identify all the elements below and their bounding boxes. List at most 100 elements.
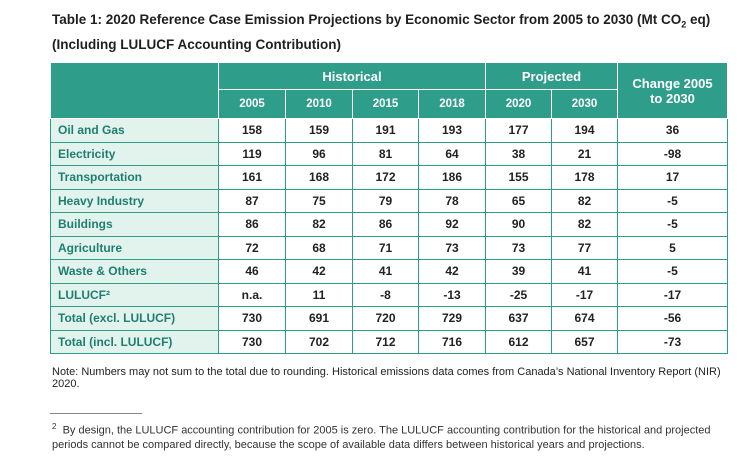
value-cell: 68 — [285, 235, 353, 260]
value-cell: 96 — [285, 141, 353, 166]
value-cell: 712 — [352, 329, 419, 354]
title-subscript: 2 — [681, 19, 687, 30]
value-cell: 720 — [352, 306, 419, 331]
footnote-text: By design, the LULUCF accounting contrib… — [52, 424, 711, 451]
title-text: eq) — [686, 12, 711, 27]
year-header: 2010 — [285, 89, 353, 119]
value-cell: 21 — [551, 141, 618, 166]
value-cell: 82 — [551, 188, 618, 213]
row-label: Waste & Others — [50, 259, 219, 284]
value-cell: 86 — [218, 212, 286, 237]
value-cell: -17 — [617, 282, 728, 307]
value-cell: 730 — [218, 329, 286, 354]
value-cell: 64 — [418, 141, 486, 166]
value-cell: 177 — [485, 118, 552, 143]
value-cell: 186 — [418, 165, 486, 190]
row-label: LULUCF² — [50, 282, 219, 307]
row-label: Buildings — [50, 212, 219, 237]
value-cell: -13 — [418, 282, 486, 307]
table-title: Table 1: 2020 Reference Case Emission Pr… — [52, 10, 732, 54]
value-cell: 72 — [218, 235, 286, 260]
value-cell: 42 — [418, 259, 486, 284]
value-cell: 65 — [485, 188, 552, 213]
value-cell: -25 — [485, 282, 552, 307]
row-label: Total (excl. LULUCF) — [50, 306, 219, 331]
value-cell: -56 — [617, 306, 728, 331]
title-text: Table 1: 2020 Reference Case Emission Pr… — [52, 12, 682, 27]
value-cell: 730 — [218, 306, 286, 331]
footnote-rule — [50, 413, 142, 414]
table-row: Total (incl. LULUCF) 730 702 712 716 612 657 -7… — [50, 329, 728, 354]
value-cell: -5 — [617, 188, 728, 213]
group-header: Historical — [218, 62, 486, 90]
value-cell: 71 — [352, 235, 419, 260]
value-cell: 92 — [418, 212, 486, 237]
value-cell: 79 — [352, 188, 419, 213]
value-cell: 158 — [218, 118, 286, 143]
table-row: LULUCF² n.a. 11 -8 -13 -25 -17 -17 — [50, 282, 728, 307]
year-header: 2020 — [485, 89, 552, 119]
row-label: Total (incl. LULUCF) — [50, 329, 219, 354]
value-cell: 191 — [352, 118, 419, 143]
corner-cell — [50, 62, 219, 119]
value-cell: 73 — [418, 235, 486, 260]
value-cell: 716 — [418, 329, 486, 354]
footnote: 2 By design, the LULUCF accounting contr… — [52, 420, 722, 452]
value-cell: 178 — [551, 165, 618, 190]
row-label: Oil and Gas — [50, 118, 219, 143]
year-header: 2005 — [218, 89, 286, 119]
value-cell: 674 — [551, 306, 618, 331]
value-cell: 194 — [551, 118, 618, 143]
value-cell: n.a. — [218, 282, 286, 307]
table-row: Electricity 119 96 81 64 38 21 -98 — [50, 141, 728, 166]
value-cell: 702 — [285, 329, 353, 354]
table-row: Transportation 161 168 172 186 155 178 17 — [50, 165, 728, 190]
table-row: Waste & Others 46 42 41 42 39 41 -5 — [50, 259, 728, 284]
value-cell: 159 — [285, 118, 353, 143]
value-cell: 691 — [285, 306, 353, 331]
value-cell: 11 — [285, 282, 353, 307]
value-cell: 5 — [617, 235, 728, 260]
value-cell: 41 — [352, 259, 419, 284]
row-label: Transportation — [50, 165, 219, 190]
value-cell: 75 — [285, 188, 353, 213]
title-line: (Including LULUCF Accounting Contributio… — [52, 36, 341, 52]
value-cell: 77 — [551, 235, 618, 260]
year-header: 2015 — [352, 89, 419, 119]
value-cell: 82 — [285, 212, 353, 237]
value-cell: 42 — [285, 259, 353, 284]
table-row: Heavy Industry 87 75 79 78 65 82 -5 — [50, 188, 728, 213]
value-cell: 657 — [551, 329, 618, 354]
emissions-table: Historical Projected Change 2005 to 2030… — [50, 62, 728, 354]
value-cell: 81 — [352, 141, 419, 166]
value-cell: 161 — [218, 165, 286, 190]
value-cell: 39 — [485, 259, 552, 284]
value-cell: 637 — [485, 306, 552, 331]
value-cell: 73 — [485, 235, 552, 260]
value-cell: 90 — [485, 212, 552, 237]
value-cell: -8 — [352, 282, 419, 307]
value-cell: 46 — [218, 259, 286, 284]
value-cell: 155 — [485, 165, 552, 190]
value-cell: 729 — [418, 306, 486, 331]
value-cell: 41 — [551, 259, 618, 284]
year-header: 2018 — [418, 89, 486, 119]
footnote-marker: 2 — [52, 422, 57, 431]
value-cell: -5 — [617, 259, 728, 284]
table-row: Oil and Gas 158 159 191 193 177 194 36 — [50, 118, 728, 143]
table-row: Agriculture 72 68 71 73 73 77 5 — [50, 235, 728, 260]
value-cell: -73 — [617, 329, 728, 354]
value-cell: 38 — [485, 141, 552, 166]
value-cell: 36 — [617, 118, 728, 143]
row-label: Agriculture — [50, 235, 219, 260]
value-cell: 193 — [418, 118, 486, 143]
value-cell: -17 — [551, 282, 618, 307]
value-cell: 119 — [218, 141, 286, 166]
value-cell: 78 — [418, 188, 486, 213]
value-cell: 168 — [285, 165, 353, 190]
value-cell: 86 — [352, 212, 419, 237]
value-cell: 87 — [218, 188, 286, 213]
value-cell: 82 — [551, 212, 618, 237]
table-row: Buildings 86 82 86 92 90 82 -5 — [50, 212, 728, 237]
row-label: Electricity — [50, 141, 219, 166]
